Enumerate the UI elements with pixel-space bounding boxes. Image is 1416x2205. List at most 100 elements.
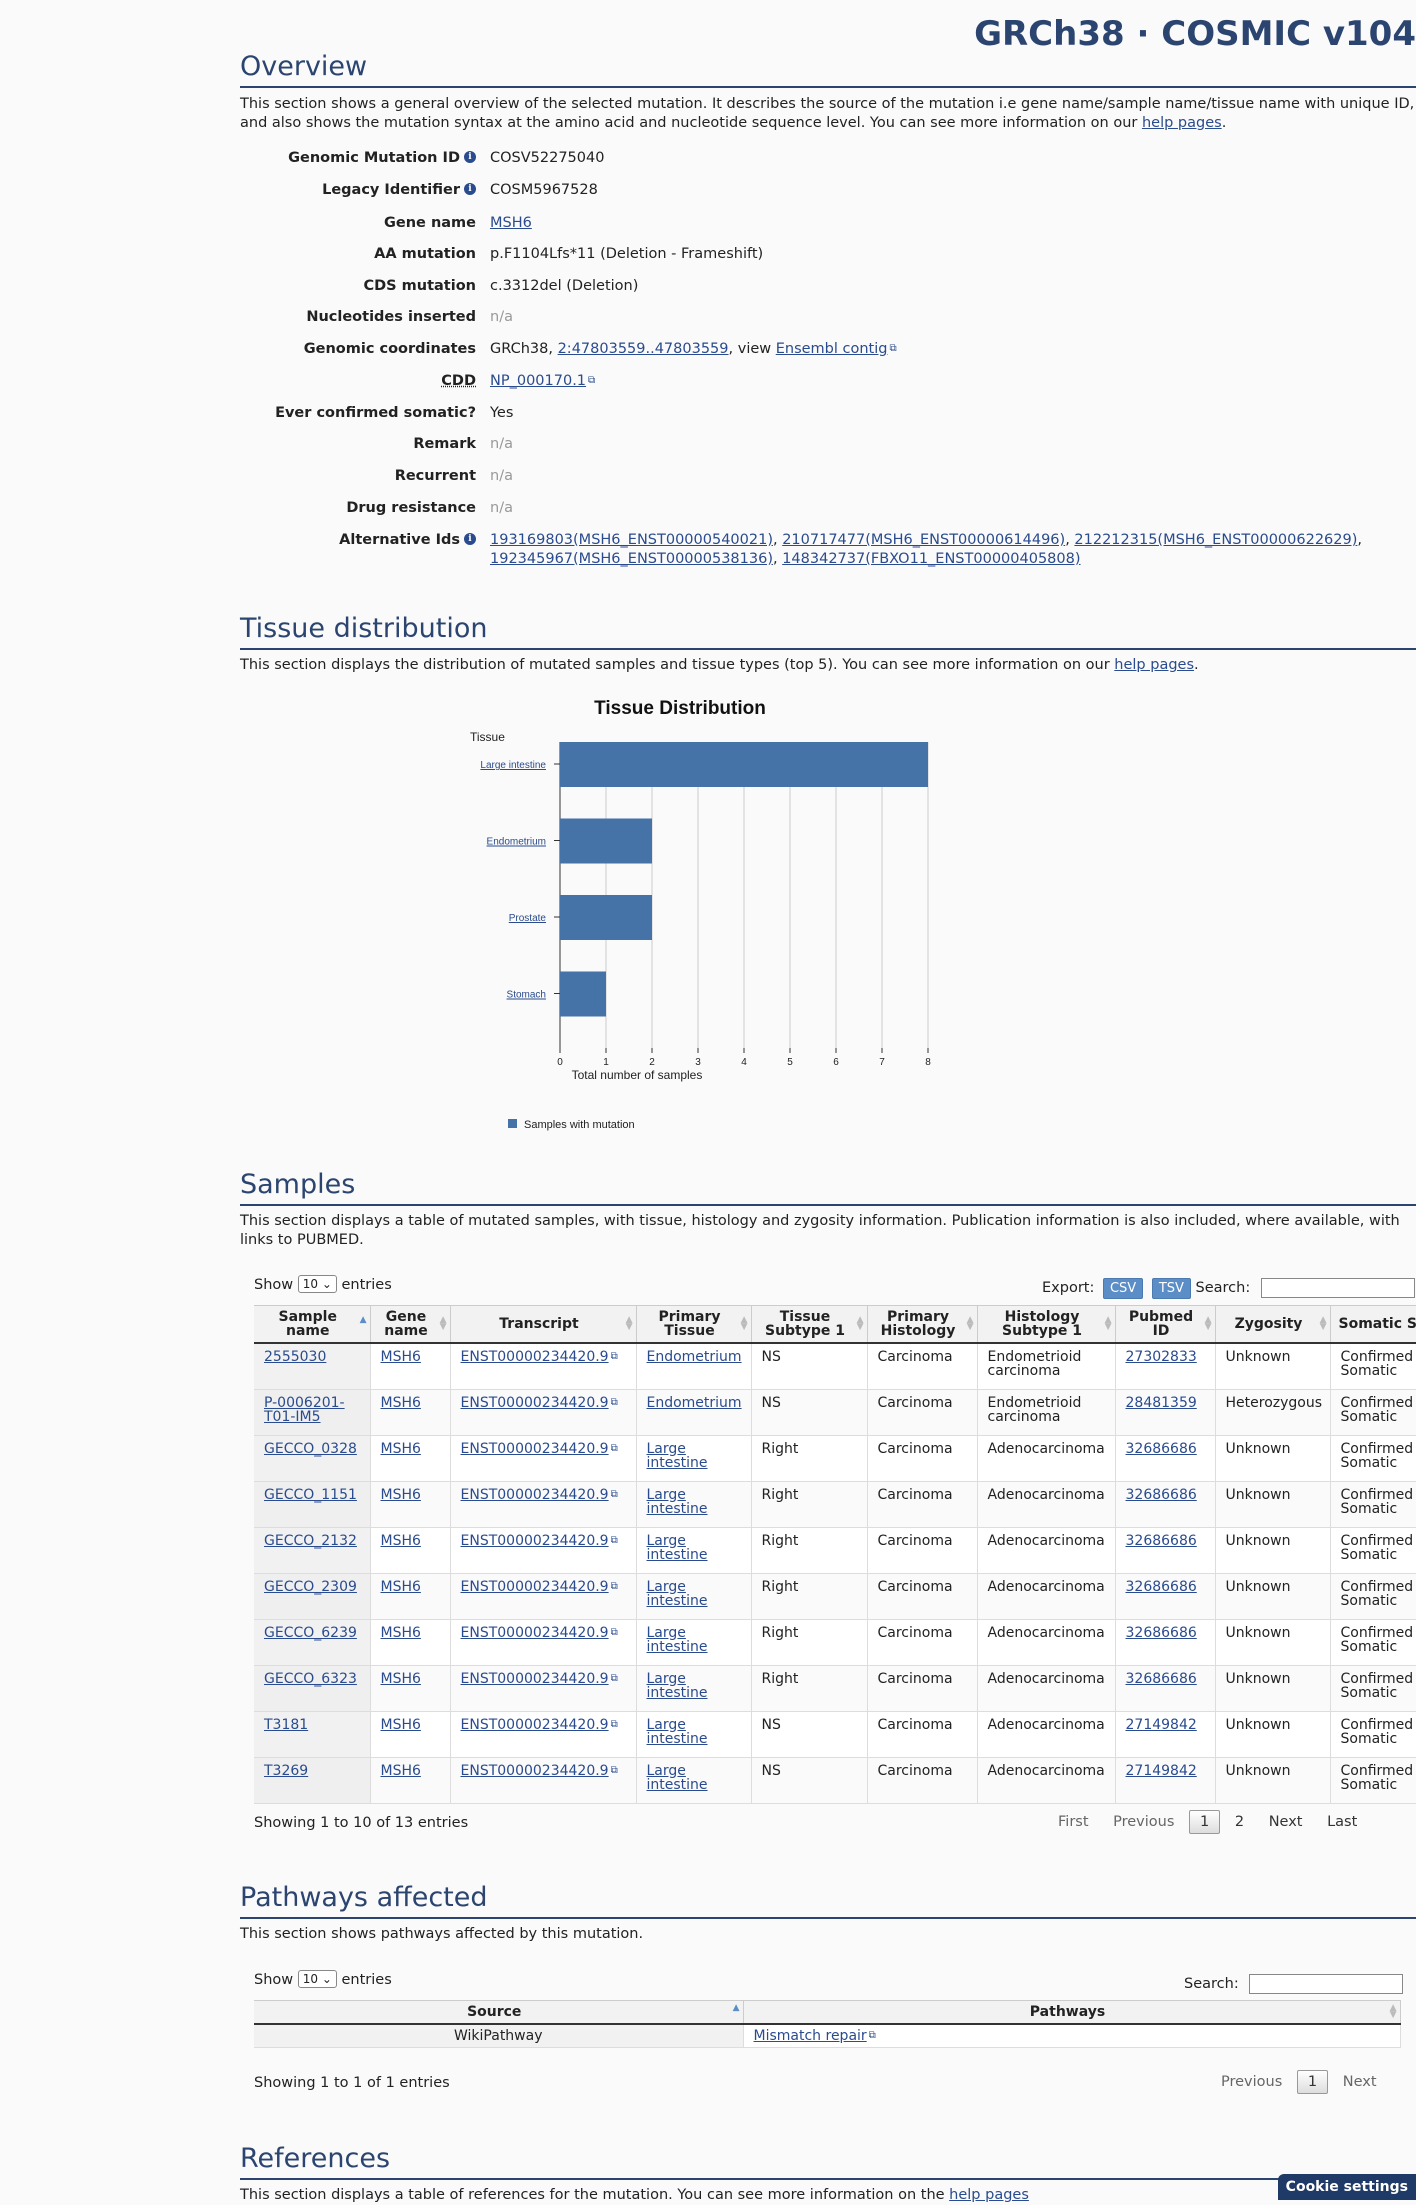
info-icon[interactable]: i bbox=[464, 151, 476, 163]
alt-id-link[interactable]: 212212315(MSH6_ENST00000622629) bbox=[1074, 532, 1358, 548]
transcript-link[interactable]: ENST00000234420.9 bbox=[460, 1532, 609, 1549]
tissue-link[interactable]: Large intestine bbox=[646, 1440, 708, 1471]
pubmed-link[interactable]: 32686686 bbox=[1125, 1532, 1197, 1549]
tissue-link[interactable]: Large intestine bbox=[646, 1532, 708, 1563]
transcript-link[interactable]: ENST00000234420.9 bbox=[460, 1670, 609, 1687]
transcript-link[interactable]: ENST00000234420.9 bbox=[460, 1440, 609, 1457]
pubmed-link[interactable]: 32686686 bbox=[1125, 1486, 1197, 1503]
column-header[interactable]: Transcript ▲ ▼ bbox=[450, 1305, 637, 1344]
gene-link[interactable]: MSH6 bbox=[380, 1394, 421, 1411]
column-header[interactable]: Source ▲ bbox=[254, 2000, 744, 2025]
somatic-status-cell: Confirmed Somatic bbox=[1330, 1527, 1416, 1574]
pubmed-link[interactable]: 27149842 bbox=[1125, 1716, 1197, 1733]
pathways-search-input[interactable] bbox=[1249, 1974, 1404, 1994]
sample-link[interactable]: GECCO_0328 bbox=[264, 1440, 357, 1457]
gene-link[interactable]: MSH6 bbox=[380, 1670, 421, 1687]
pubmed-link[interactable]: 32686686 bbox=[1125, 1624, 1197, 1641]
tissue-link[interactable]: Large intestine bbox=[646, 1670, 708, 1701]
column-header[interactable]: Somatic Status bbox=[1330, 1305, 1416, 1344]
transcript-link[interactable]: ENST00000234420.9 bbox=[460, 1394, 609, 1411]
transcript-link[interactable]: ENST00000234420.9 bbox=[460, 1762, 609, 1779]
pager-page-1[interactable]: 1 bbox=[1189, 1810, 1221, 1834]
column-header[interactable]: Sample name ▲ bbox=[254, 1305, 371, 1344]
tissue-help-link[interactable]: help pages bbox=[1114, 657, 1195, 673]
ensembl-contig-link[interactable]: Ensembl contig bbox=[775, 341, 888, 357]
info-icon[interactable]: i bbox=[464, 183, 476, 195]
pager-previous[interactable]: Previous bbox=[1221, 2074, 1283, 2090]
pubmed-link[interactable]: 27149842 bbox=[1125, 1762, 1197, 1779]
alt-id-link[interactable]: 210717477(MSH6_ENST00000614496) bbox=[782, 532, 1066, 548]
cdd-link[interactable]: NP_000170.1 bbox=[490, 373, 587, 389]
category-label[interactable]: Stomach bbox=[507, 990, 546, 1001]
pubmed-link[interactable]: 32686686 bbox=[1125, 1440, 1197, 1457]
gene-link[interactable]: MSH6 bbox=[380, 1440, 421, 1457]
pager-page-1[interactable]: 1 bbox=[1296, 2070, 1329, 2094]
tissue-link[interactable]: Endometrium bbox=[646, 1394, 742, 1411]
pathways-entries-select[interactable]: 10 ⌄ bbox=[297, 1970, 337, 1988]
sample-link[interactable]: P-0006201-T01-IM5 bbox=[264, 1394, 345, 1425]
sample-link[interactable]: T3181 bbox=[264, 1716, 309, 1733]
column-header[interactable]: Pathways ▲ ▼ bbox=[743, 2000, 1401, 2025]
tissue-link[interactable]: Large intestine bbox=[646, 1578, 708, 1609]
pubmed-link[interactable]: 32686686 bbox=[1125, 1578, 1197, 1595]
gene-link[interactable]: MSH6 bbox=[380, 1762, 421, 1779]
overview-help-link[interactable]: help pages bbox=[1141, 115, 1222, 131]
sample-link[interactable]: GECCO_2309 bbox=[264, 1578, 357, 1595]
gene-link[interactable]: MSH6 bbox=[380, 1532, 421, 1549]
tissue-link[interactable]: Large intestine bbox=[646, 1762, 708, 1793]
sample-link[interactable]: T3269 bbox=[264, 1762, 309, 1779]
pathway-link[interactable]: Mismatch repair bbox=[753, 2028, 867, 2044]
pubmed-link[interactable]: 28481359 bbox=[1125, 1394, 1197, 1411]
gene-link[interactable]: MSH6 bbox=[380, 1486, 421, 1503]
alt-id-link[interactable]: 192345967(MSH6_ENST00000538136) bbox=[490, 551, 773, 567]
column-header[interactable]: Gene name ▲ ▼ bbox=[370, 1305, 451, 1344]
pager-previous[interactable]: Previous bbox=[1113, 1814, 1175, 1830]
tissue-link[interactable]: Large intestine bbox=[646, 1624, 708, 1655]
alt-id-link[interactable]: 148342737(FBXO11_ENST00000405808) bbox=[782, 551, 1081, 567]
samples-entries-select[interactable]: 10 ⌄ bbox=[297, 1275, 337, 1293]
column-header[interactable]: Histology Subtype 1 ▲ ▼ bbox=[977, 1305, 1116, 1344]
alt-id-link[interactable]: 193169803(MSH6_ENST00000540021) bbox=[490, 532, 773, 548]
gene-name-link[interactable]: MSH6 bbox=[490, 215, 532, 231]
export-tsv-button[interactable]: TSV bbox=[1151, 1278, 1191, 1299]
tissue-link[interactable]: Endometrium bbox=[646, 1349, 742, 1365]
transcript-link[interactable]: ENST00000234420.9 bbox=[460, 1349, 609, 1365]
category-label[interactable]: Prostate bbox=[509, 913, 547, 924]
pager-last[interactable]: Last bbox=[1327, 1814, 1358, 1830]
pubmed-link[interactable]: 27302833 bbox=[1125, 1349, 1197, 1365]
tissue-link[interactable]: Large intestine bbox=[646, 1716, 708, 1747]
sample-link[interactable]: GECCO_6323 bbox=[264, 1670, 357, 1687]
sample-link[interactable]: GECCO_6239 bbox=[264, 1624, 357, 1641]
transcript-link[interactable]: ENST00000234420.9 bbox=[460, 1486, 609, 1503]
gene-link[interactable]: MSH6 bbox=[380, 1716, 421, 1733]
pager-first[interactable]: First bbox=[1058, 1814, 1089, 1830]
category-label[interactable]: Endometrium bbox=[487, 837, 546, 848]
info-icon[interactable]: i bbox=[464, 533, 476, 545]
gene-link[interactable]: MSH6 bbox=[380, 1624, 421, 1641]
references-help-link[interactable]: help pages bbox=[949, 2187, 1029, 2203]
column-header[interactable]: Zygosity ▲ ▼ bbox=[1215, 1305, 1331, 1344]
column-header[interactable]: Primary Histology ▲ ▼ bbox=[867, 1305, 978, 1344]
sample-link[interactable]: 2555030 bbox=[264, 1349, 327, 1365]
samples-search-input[interactable] bbox=[1260, 1278, 1415, 1298]
gene-link[interactable]: MSH6 bbox=[380, 1349, 421, 1365]
tissue-link[interactable]: Large intestine bbox=[646, 1486, 708, 1517]
sample-link[interactable]: GECCO_2132 bbox=[264, 1532, 357, 1549]
sample-link[interactable]: GECCO_1151 bbox=[264, 1486, 357, 1503]
export-csv-button[interactable]: CSV bbox=[1102, 1278, 1144, 1299]
genomic-coordinates-link[interactable]: 2:47803559..47803559 bbox=[557, 341, 729, 357]
cookie-settings-button[interactable]: Cookie settings bbox=[1277, 2174, 1416, 2200]
category-label[interactable]: Large intestine bbox=[480, 760, 546, 771]
overview-description: This section shows a general overview of… bbox=[240, 96, 1415, 131]
transcript-link[interactable]: ENST00000234420.9 bbox=[460, 1578, 609, 1595]
column-header[interactable]: Pubmed ID ▲ ▼ bbox=[1115, 1305, 1216, 1344]
pubmed-link[interactable]: 32686686 bbox=[1125, 1670, 1197, 1687]
column-header[interactable]: Tissue Subtype 1 ▲ ▼ bbox=[751, 1305, 868, 1344]
pager-next[interactable]: Next bbox=[1342, 2074, 1377, 2090]
pager-next[interactable]: Next bbox=[1268, 1814, 1303, 1830]
pager-page-2[interactable]: 2 bbox=[1234, 1814, 1245, 1830]
transcript-link[interactable]: ENST00000234420.9 bbox=[460, 1716, 609, 1733]
gene-link[interactable]: MSH6 bbox=[380, 1578, 421, 1595]
column-header[interactable]: Primary Tissue ▲ ▼ bbox=[636, 1305, 752, 1344]
transcript-link[interactable]: ENST00000234420.9 bbox=[460, 1624, 609, 1641]
